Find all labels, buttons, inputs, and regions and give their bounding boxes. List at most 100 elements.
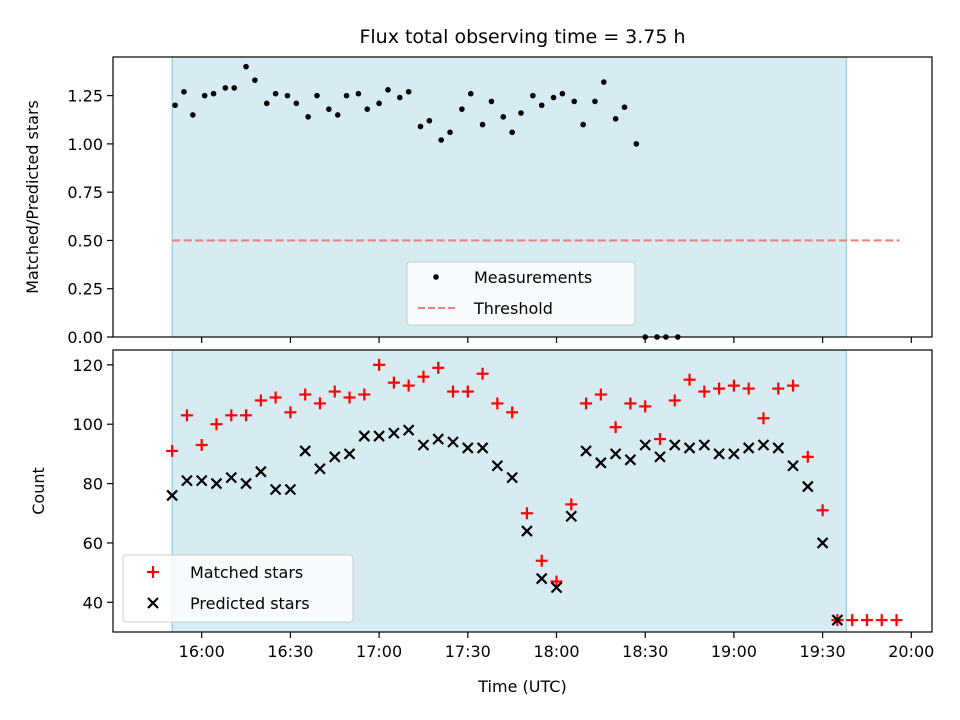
matched-stars-point — [328, 385, 341, 398]
predicted-stars-point — [195, 474, 208, 487]
measurements-point — [190, 112, 196, 118]
matched-stars-point — [580, 397, 593, 410]
measurements-point — [263, 100, 270, 107]
predicted-stars-point — [373, 430, 385, 442]
count-y-tick-label: 100 — [72, 415, 103, 434]
measurements-point — [559, 90, 566, 97]
predicted-stars-point — [166, 489, 178, 502]
count-y-tick-label: 120 — [72, 356, 103, 375]
predicted-stars-point — [358, 430, 371, 442]
measurements-point — [488, 98, 495, 105]
measurements-point — [621, 104, 628, 111]
matched-stars-point — [387, 376, 400, 389]
matched-stars-point — [313, 397, 326, 410]
predicted-stars-point — [476, 442, 489, 454]
matched-stars-point — [846, 614, 859, 627]
matched-stars-point — [757, 412, 770, 425]
predicted-stars-point — [225, 471, 238, 484]
measurements-point — [181, 88, 187, 95]
predicted-stars-point — [314, 462, 326, 475]
predicted-stars-point — [521, 525, 533, 537]
predicted-stars-point — [550, 581, 563, 594]
measurements-point — [305, 114, 311, 120]
measurements-point — [284, 92, 291, 99]
matched-stars-point — [284, 406, 297, 419]
measurements-point — [426, 117, 433, 124]
ratio-series — [172, 63, 900, 340]
matched-stars-point — [683, 373, 696, 386]
ratio-legend: Measurements Threshold — [406, 261, 636, 326]
measurements-point — [376, 100, 382, 107]
predicted-stars-point — [506, 471, 518, 484]
matched-stars-point — [860, 614, 873, 627]
measurements-point — [405, 88, 412, 95]
predicted-stars-point — [255, 465, 267, 478]
predicted-stars-point — [595, 457, 607, 469]
matched-stars-point — [166, 444, 179, 457]
matched-stars-point — [358, 388, 371, 401]
matched-stars-point — [506, 406, 519, 419]
legend-measurements-marker — [433, 274, 439, 280]
measurements-point — [243, 63, 249, 70]
ratio-x-ticks — [201, 337, 912, 343]
measurements-point — [459, 106, 465, 112]
matched-stars-point — [491, 397, 504, 410]
predicted-stars-point — [447, 436, 459, 448]
measurements-point — [530, 92, 536, 99]
predicted-stars-point — [757, 439, 770, 451]
count-y-tick-label: 80 — [83, 475, 103, 494]
predicted-stars-point — [343, 448, 356, 460]
predicted-stars-point — [802, 480, 814, 493]
matched-stars-point — [653, 433, 666, 446]
measurements-point — [210, 90, 217, 97]
x-tick-label: 17:00 — [356, 642, 402, 661]
legend-measurements-label: Measurements — [474, 268, 592, 287]
measurements-point — [201, 92, 208, 99]
measurements-point — [272, 90, 279, 97]
x-tick-label: 19:00 — [711, 642, 757, 661]
x-tick-label: 17:30 — [445, 642, 491, 661]
measurements-point — [509, 129, 515, 136]
measurements-point — [538, 102, 545, 109]
x-tick-label: 18:30 — [622, 642, 668, 661]
count-y-tick-label: 60 — [83, 534, 103, 553]
matched-stars-point — [520, 507, 533, 520]
matched-stars-point — [447, 385, 460, 398]
ratio-axes-frame — [112, 56, 933, 338]
count-y-ticks: 40 60 80 100 120 — [72, 356, 113, 612]
measurements-point — [571, 98, 578, 105]
predicted-stars-point — [787, 459, 799, 472]
matched-stars-point — [742, 382, 755, 395]
measurements-point — [355, 90, 362, 97]
measurements-point — [447, 129, 453, 136]
matched-stars-point — [402, 379, 415, 392]
count-y-axis-label: Count — [29, 467, 48, 515]
predicted-stars-point — [565, 510, 578, 523]
predicted-stars-point — [269, 483, 282, 496]
x-tick-label: 19:30 — [800, 642, 846, 661]
matched-stars-point — [668, 394, 681, 407]
predicted-stars-point — [432, 433, 445, 445]
predicted-stars-point — [580, 445, 592, 457]
measurements-point — [550, 94, 557, 101]
measurements-point — [580, 121, 586, 128]
matched-stars-point — [195, 438, 208, 451]
measurements-point — [479, 121, 486, 128]
count-legend-box — [122, 554, 354, 623]
measurements-point — [633, 141, 640, 147]
matched-stars-point — [890, 614, 903, 627]
count-legend: Matched stars Predicted stars — [122, 554, 354, 623]
matched-stars-point — [343, 391, 356, 404]
legend-matched-marker — [147, 566, 159, 578]
count-axes-frame — [112, 349, 933, 633]
matched-stars-point — [639, 400, 652, 413]
matched-stars-point — [624, 397, 637, 410]
matched-stars-point — [210, 418, 223, 431]
measurements-point — [438, 137, 444, 143]
x-tick-label: 20:00 — [888, 642, 934, 661]
predicted-stars-point — [831, 614, 844, 626]
measurements-point — [334, 112, 341, 118]
matched-stars-point — [698, 385, 711, 398]
count-series — [166, 358, 903, 627]
legend-predicted-marker — [147, 597, 159, 609]
